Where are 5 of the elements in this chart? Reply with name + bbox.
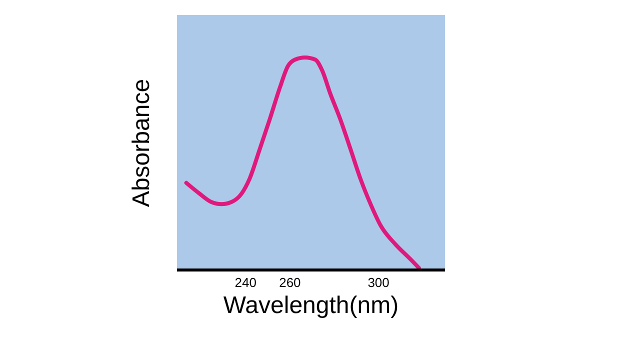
x-tick-label: 240 (234, 275, 257, 290)
x-tick-label: 260 (279, 275, 301, 290)
x-tick-label: 300 (368, 275, 390, 290)
y-axis-title: Absorbance (128, 77, 156, 209)
x-axis-title: Wavelength(nm) (222, 292, 400, 320)
